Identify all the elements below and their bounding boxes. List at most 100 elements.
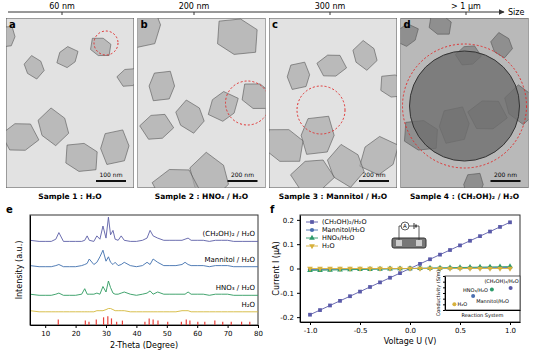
iv-marker <box>337 267 343 272</box>
xrd-line <box>30 250 258 267</box>
micrograph-panel: 200 nmdSample 4 : (CH₂OH)₂ / H₂O <box>395 15 533 201</box>
iv-marker <box>447 267 453 272</box>
reference-stem <box>186 320 187 326</box>
tick <box>443 276 445 277</box>
iv-marker <box>308 267 312 271</box>
panel-letter: b <box>141 19 148 30</box>
flake <box>218 19 258 54</box>
axis: 1020304050607080 <box>31 325 263 338</box>
reference-stem <box>189 321 190 325</box>
flake <box>101 130 129 165</box>
circuit-schematic: A <box>392 222 426 248</box>
scale-bar <box>96 180 126 182</box>
iv-marker <box>307 267 313 272</box>
iv-marker <box>328 304 332 308</box>
tick: 0 <box>290 265 300 273</box>
micrograph <box>6 18 134 188</box>
flake <box>176 100 204 133</box>
iv-marker <box>318 267 322 271</box>
size-label: 300 nm <box>315 2 346 11</box>
legend-label: (CH₂OH)₂/H₂O <box>322 218 367 226</box>
panel-letter: f <box>270 204 275 215</box>
plot-frame <box>300 215 520 322</box>
tick: 20 <box>72 325 81 338</box>
device <box>392 238 426 248</box>
micrograph-panel: 200 nmbSample 2 : HNO₃ / H₂O <box>125 5 271 203</box>
tick-label: 80 <box>254 330 263 338</box>
inset-x-title: Reaction System <box>462 312 504 319</box>
iv-marker <box>388 267 392 271</box>
reference-stem <box>214 321 215 325</box>
tick-label: -1.0 <box>304 327 318 335</box>
reference-stem <box>144 322 145 325</box>
tick <box>443 282 445 283</box>
micrograph <box>138 18 266 188</box>
iv-marker <box>377 267 383 272</box>
flake <box>491 33 513 58</box>
tick-mark <box>443 299 445 300</box>
flake <box>138 18 161 48</box>
legend-label: Mannitol/H₂O <box>322 226 365 234</box>
flake <box>269 130 303 162</box>
size-tick <box>62 12 63 15</box>
tick-mark <box>310 322 311 325</box>
axis <box>446 310 521 311</box>
panel-letter: e <box>6 204 13 215</box>
micrograph <box>269 18 397 188</box>
tick: 30 <box>102 325 111 338</box>
iv-marker <box>458 244 462 248</box>
tick: -1.0 <box>304 322 318 335</box>
point-label: H₂O <box>457 301 467 307</box>
legend-marker <box>310 220 314 224</box>
tick-label: 0.0 <box>405 327 416 335</box>
tick: -0.2 <box>280 314 300 322</box>
flake <box>208 92 238 122</box>
tick-mark <box>258 325 259 328</box>
reference-stem <box>231 322 232 325</box>
iv-marker <box>367 267 373 272</box>
iv-marker <box>498 225 502 229</box>
iv-marker <box>487 267 493 272</box>
iv-marker <box>407 267 413 272</box>
caption: Sample 4 : (CH₂OH)₂ / H₂O <box>410 192 519 201</box>
conductivity-point <box>452 302 456 306</box>
tick-mark <box>460 322 461 325</box>
tick: 70 <box>224 325 233 338</box>
legend: (CH₂OH)₂/H₂OMannitol/H₂OHNO₃/H₂OH₂O <box>306 218 367 250</box>
highlight-circle <box>297 86 345 134</box>
flower-particle <box>410 51 520 161</box>
tick: 0.2 <box>283 217 300 225</box>
reference-stem <box>153 320 154 326</box>
inset-y-title: Conductivity (S/m) <box>435 270 442 317</box>
flake <box>301 116 334 154</box>
tick-mark <box>510 322 511 325</box>
chart-e: (CH₂OH)₂ / H₂OMannitol / H₂OHNO₃ / H₂OH₂… <box>6 204 263 350</box>
electrode <box>396 240 402 246</box>
chart-f: -1.0-0.50.00.51.0-0.2-0.100.10.2Voltage … <box>270 204 521 346</box>
iv-marker <box>448 248 452 252</box>
iv-marker <box>438 253 442 257</box>
reference-stem <box>204 322 205 325</box>
reference-stem <box>58 320 59 326</box>
reference-stem <box>122 321 123 325</box>
tick: 40 <box>132 325 141 338</box>
point-label: Mannitol/H₂O <box>476 298 509 304</box>
reference-stem <box>197 322 198 325</box>
tick: 50 <box>163 325 172 338</box>
curve-label: H₂O <box>241 301 255 309</box>
flake <box>360 136 397 174</box>
iv-marker <box>338 299 342 303</box>
flake <box>317 55 347 76</box>
micrograph-background <box>401 18 529 188</box>
tick-mark <box>197 325 198 328</box>
tick-mark <box>443 276 445 277</box>
size-axis-line <box>8 12 504 13</box>
iv-marker <box>387 267 393 272</box>
panel-letter: d <box>404 19 411 30</box>
scale-bar-label: 200 nm <box>231 171 254 178</box>
curve-label: (CH₂OH)₂ / H₂O <box>203 230 256 238</box>
tick: 0.1 <box>283 241 300 249</box>
flake <box>149 71 175 100</box>
tick-mark <box>410 322 411 325</box>
axis-line <box>445 277 446 311</box>
